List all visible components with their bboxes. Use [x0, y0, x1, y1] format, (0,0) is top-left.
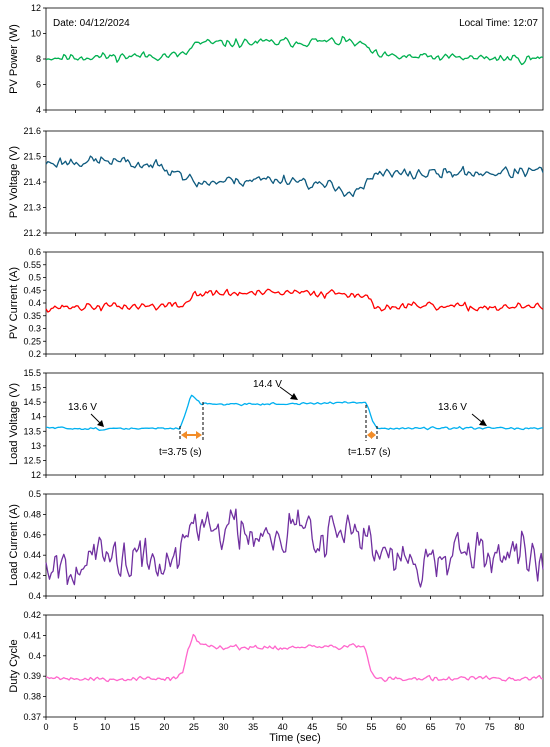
data-series-line [45, 155, 544, 198]
y-tick-label: 0.37 [23, 712, 41, 722]
panel-5: 0.4 0.42 0.44 0.46 0.48 0.5 Load Current (A) [8, 489, 544, 601]
y-tick-label: 0.4 [28, 298, 41, 308]
y-tick-label: 0.4 [28, 591, 41, 601]
y-tick-label: 21.2 [23, 228, 41, 238]
x-tick-label: 70 [455, 722, 465, 732]
y-tick-label: 12 [31, 3, 41, 13]
y-tick-label: 0.5 [28, 489, 41, 499]
x-tick-label: 50 [337, 722, 347, 732]
y-axis-label: PV Voltage (V) [8, 146, 20, 218]
panel-1: 4 6 8 10 12 PV Power (W) [8, 3, 544, 115]
data-series-line [45, 288, 544, 313]
y-axis-label: Load Voltage (V) [8, 383, 20, 465]
y-tick-label: 21.6 [23, 126, 41, 136]
fall-time-label: t=1.57 (s) [348, 447, 391, 458]
y-axis-label: PV Current (A) [8, 267, 20, 339]
y-tick-label: 14.5 [23, 397, 41, 407]
y-tick-label: 0.44 [23, 550, 41, 560]
plot-frame [45, 614, 544, 718]
y-axis-label: Load Current (A) [8, 504, 20, 586]
load-voltage-middle-label: 14.4 V [253, 379, 282, 390]
rise-duration-arrowhead-left [181, 431, 187, 439]
y-tick-label: 14 [31, 412, 41, 422]
y-tick-label: 0.45 [23, 285, 41, 295]
y-tick-label: 0.42 [23, 571, 41, 581]
fall-duration-arrowhead-left [367, 431, 372, 439]
x-tick-label: 0 [43, 722, 48, 732]
y-tick-label: 0.5 [28, 273, 41, 283]
x-tick-label: 40 [278, 722, 288, 732]
y-tick-label: 0.46 [23, 530, 41, 540]
y-tick-label: 0.41 [23, 630, 41, 640]
data-series-line [45, 633, 544, 683]
panel-6: 0.37 0.38 0.39 0.4 0.41 0.42 Duty Cycle [8, 610, 544, 722]
load-voltage-left-label: 13.6 V [68, 402, 97, 413]
x-tick-label: 25 [189, 722, 199, 732]
rise-duration-arrowhead-right [196, 431, 202, 439]
y-tick-label: 0.2 [28, 349, 41, 359]
plot-frame [45, 493, 544, 597]
x-tick-label: 5 [73, 722, 78, 732]
x-tick-label: 80 [514, 722, 524, 732]
panel-3: 0.2 0.25 0.3 0.35 0.4 0.45 0.5 0.55 0.6 PV Curren… [8, 247, 544, 359]
annotations: Date: 04/12/2024 Local Time: 12:07 13.6 … [53, 18, 538, 458]
x-tick-label: 45 [307, 722, 317, 732]
x-tick-label: 65 [426, 722, 436, 732]
load-voltage-middle-arrowhead [290, 393, 298, 400]
x-tick-label: 10 [100, 722, 110, 732]
panel-2: 21.2 21.3 21.4 21.5 21.6PV Voltage (V) [8, 126, 544, 238]
y-tick-label: 21.5 [23, 152, 41, 162]
y-tick-label: 0.35 [23, 311, 41, 321]
y-tick-label: 0.39 [23, 671, 41, 681]
x-tick-label: 20 [159, 722, 169, 732]
y-tick-label: 0.55 [23, 260, 41, 270]
y-axis-label: Duty Cycle [8, 639, 20, 692]
x-tick-label: 15 [130, 722, 140, 732]
x-tick-label: 60 [396, 722, 406, 732]
fall-duration-arrowhead-right [371, 431, 376, 439]
y-tick-label: 12.5 [23, 455, 41, 465]
x-tick-label: 55 [366, 722, 376, 732]
y-tick-label: 13.5 [23, 426, 41, 436]
y-tick-label: 10 [31, 29, 41, 39]
y-tick-label: 0.6 [28, 247, 41, 257]
plot-frame [45, 251, 544, 355]
y-tick-label: 21.3 [23, 203, 41, 213]
local-time-label: Local Time: 12:07 [459, 18, 538, 29]
y-tick-label: 21.4 [23, 177, 41, 187]
y-tick-label: 0.38 [23, 692, 41, 702]
date-label: Date: 04/12/2024 [53, 18, 130, 29]
x-tick-label: 35 [248, 722, 258, 732]
load-voltage-left-arrowhead [97, 420, 104, 427]
data-series-line [46, 394, 544, 431]
x-tick-label: 30 [218, 722, 228, 732]
x-tick-label: 75 [485, 722, 495, 732]
y-tick-label: 0.42 [23, 610, 41, 620]
y-tick-label: 15.5 [23, 368, 41, 378]
y-tick-label: 12 [31, 470, 41, 480]
x-axis-label: Time (sec) [269, 732, 321, 744]
plot-frame [45, 372, 544, 476]
y-tick-label: 13 [31, 441, 41, 451]
y-axis-label: PV Power (W) [8, 24, 20, 94]
y-tick-label: 4 [36, 105, 41, 115]
y-tick-label: 0.25 [23, 336, 41, 346]
x-axis: 0 5 10 15 20 25 30 35 40 45 50 55 60 65 70 75 80 [43, 722, 524, 732]
y-tick-label: 0.4 [28, 651, 41, 661]
data-series-line [45, 508, 544, 588]
data-series-line [45, 35, 544, 66]
load-voltage-right-arrowhead [479, 419, 487, 426]
y-tick-label: 15 [31, 383, 41, 393]
plot-frame [45, 130, 544, 234]
load-voltage-right-label: 13.6 V [438, 402, 467, 413]
y-tick-label: 6 [36, 80, 41, 90]
rise-time-label: t=3.75 (s) [159, 447, 202, 458]
y-tick-label: 0.48 [23, 509, 41, 519]
y-tick-label: 0.3 [28, 324, 41, 334]
y-tick-label: 8 [36, 54, 41, 64]
